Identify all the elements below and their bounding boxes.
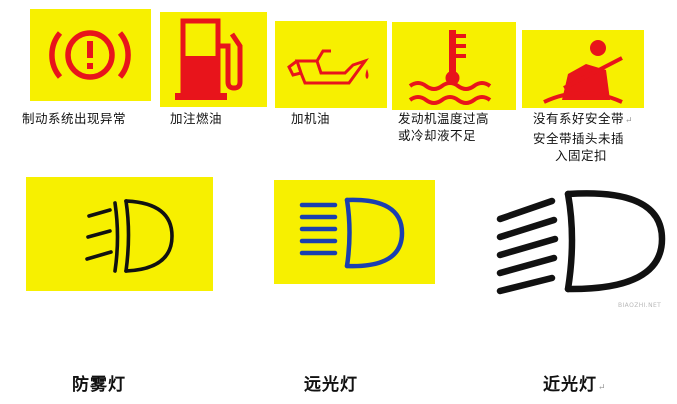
low-beam-label: 近光灯↵ xyxy=(543,375,607,395)
seatbelt-warning-label: 没有系好安全带↵ 安全带插头未插 入固定扣 xyxy=(533,111,634,163)
fuel-pump-label: 加注燃油 xyxy=(170,111,223,126)
watermark: BIAOZHI.NET xyxy=(618,302,662,309)
high-beam-icon xyxy=(274,180,435,284)
brake-warning-icon xyxy=(30,9,151,101)
fog-light-icon xyxy=(26,177,213,291)
oil-can-icon xyxy=(275,21,387,108)
coolant-temperature-icon xyxy=(392,22,516,110)
high-beam-label: 远光灯 xyxy=(304,375,358,395)
coolant-temperature-label: 发动机温度过高 或冷却液不足 xyxy=(398,111,490,143)
brake-warning-label: 制动系统出现异常 xyxy=(22,111,127,126)
fuel-pump-icon xyxy=(160,12,267,107)
fog-light-label: 防雾灯 xyxy=(72,375,126,395)
seatbelt-warning-icon xyxy=(522,30,644,108)
oil-can-label: 加机油 xyxy=(291,111,331,126)
low-beam-icon xyxy=(486,177,670,313)
